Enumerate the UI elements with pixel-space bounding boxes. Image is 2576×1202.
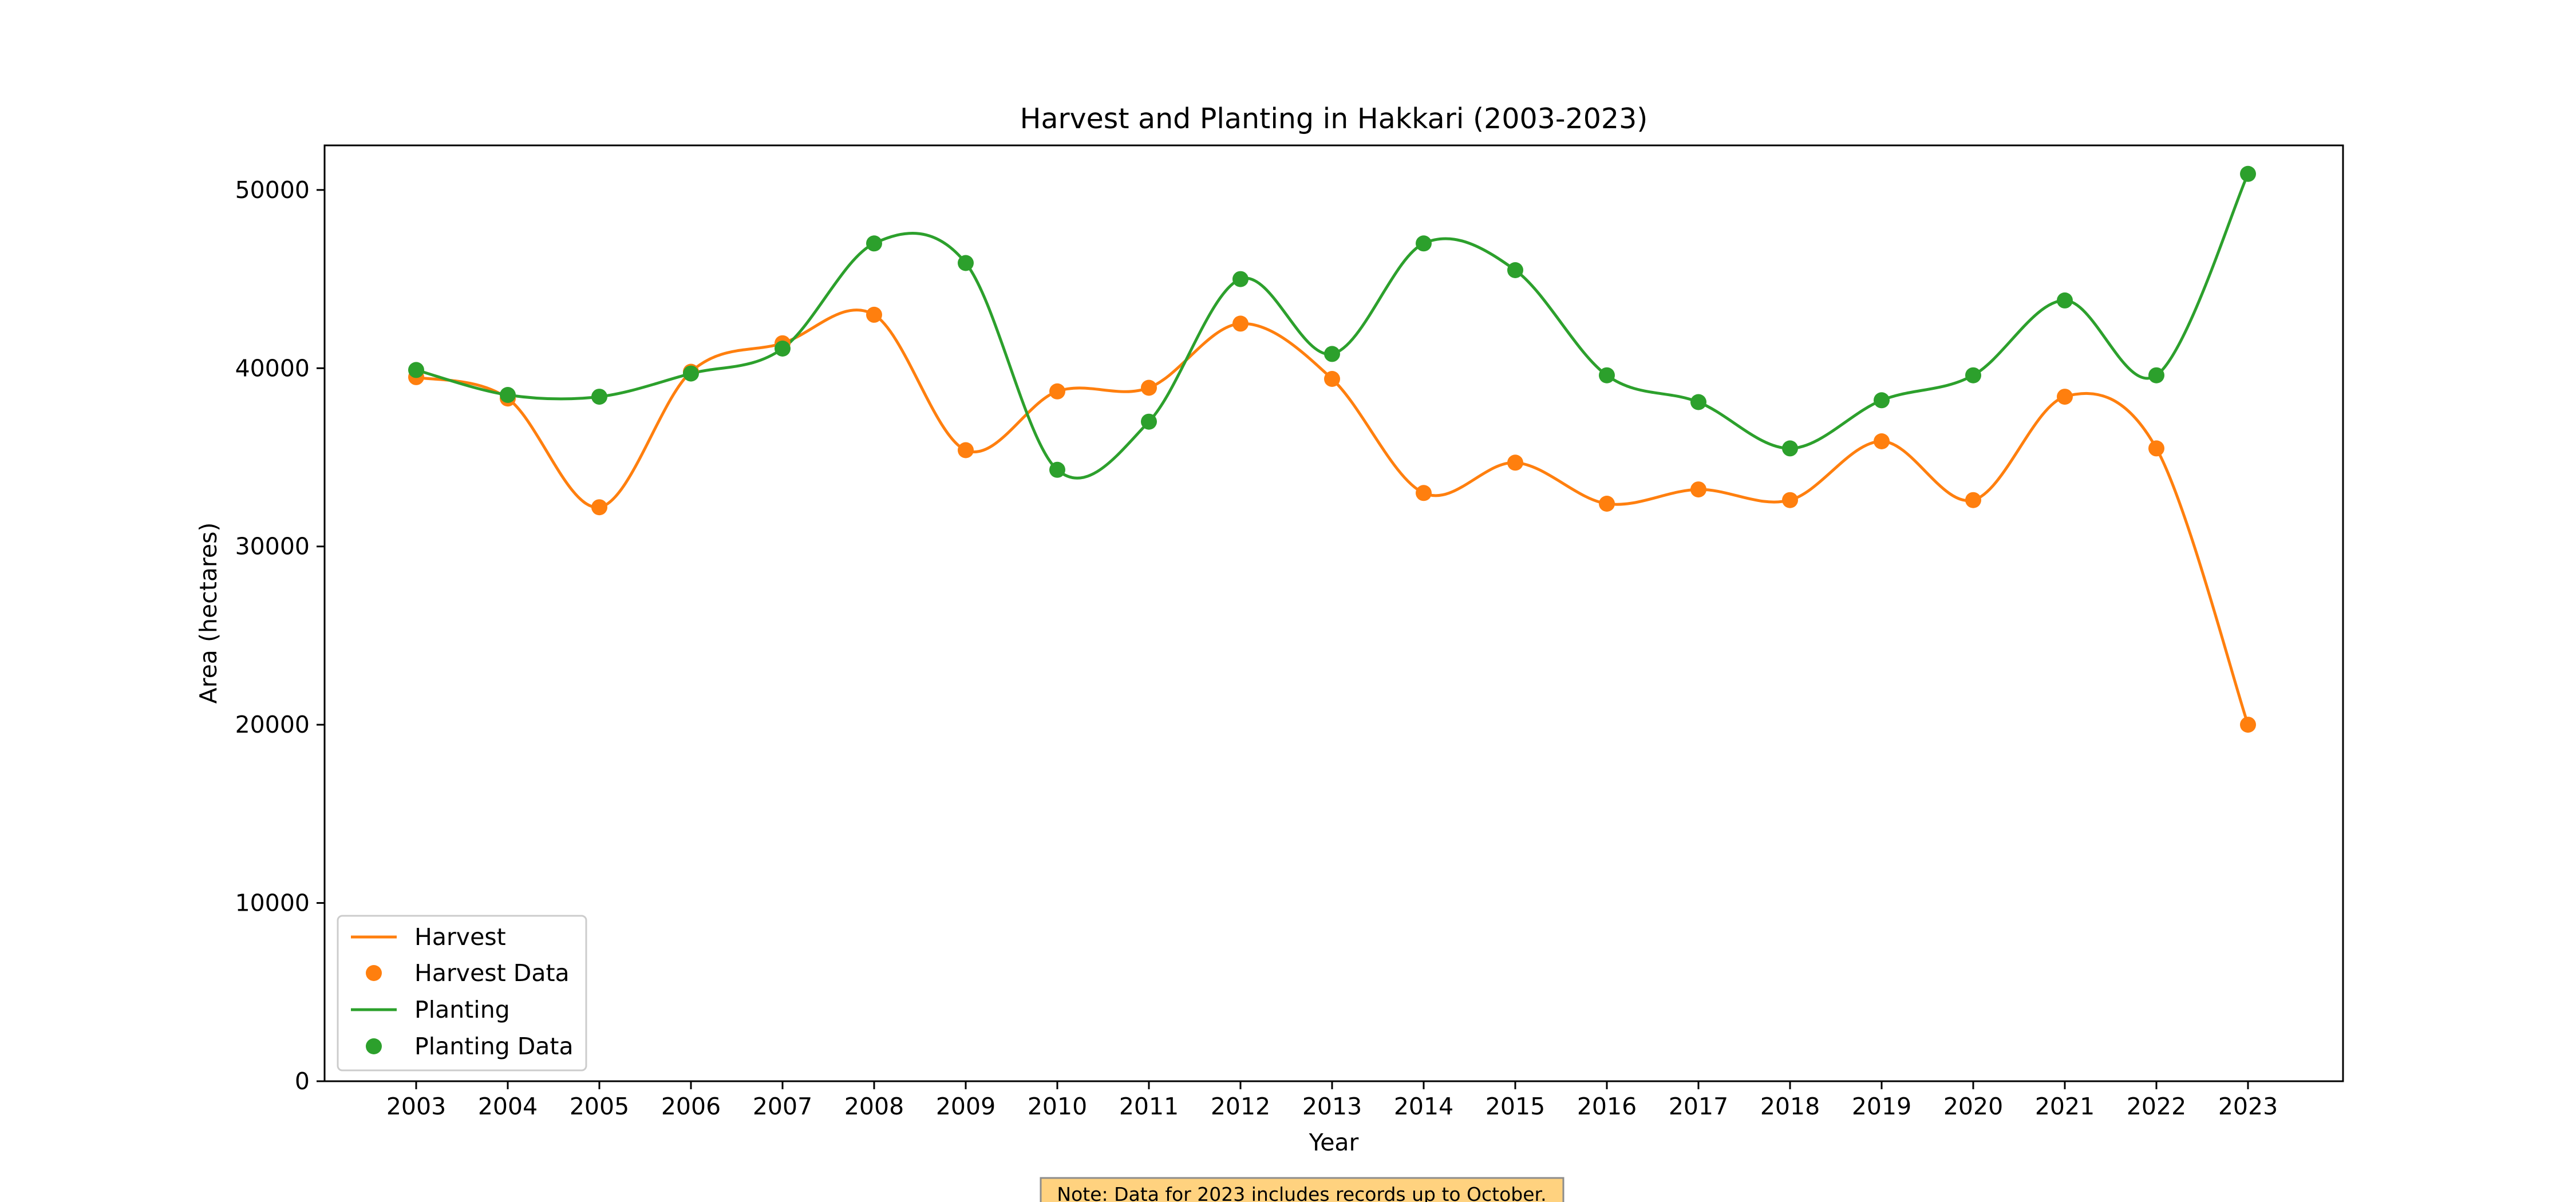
harvest-data-point — [1141, 379, 1157, 396]
legend-box — [337, 915, 587, 1071]
y-tick-label: 20000 — [235, 711, 310, 738]
harvest-data-point — [958, 442, 974, 458]
series-lines — [414, 172, 2250, 726]
y-tick-label: 10000 — [235, 889, 310, 917]
x-tick-label: 2010 — [1028, 1093, 1087, 1120]
planting-data-point — [408, 362, 424, 378]
harvest-data-point — [1416, 485, 1432, 501]
planting-data-point — [1416, 235, 1432, 252]
planting-data-point — [1507, 262, 1523, 278]
legend-planting-data-label: Planting Data — [414, 1033, 574, 1060]
planting-data-point — [1965, 367, 1981, 383]
harvest-data-point — [1690, 481, 1706, 498]
legend-harvest-marker-swatch — [366, 965, 382, 981]
y-tick-label: 0 — [295, 1067, 310, 1095]
harvest-data-point — [1782, 492, 1798, 508]
x-tick-label: 2016 — [1577, 1093, 1637, 1120]
x-tick-label: 2020 — [1943, 1093, 2003, 1120]
legend-planting-marker-swatch — [366, 1038, 382, 1054]
y-tick-label: 30000 — [235, 533, 310, 560]
x-tick-label: 2018 — [1760, 1093, 1820, 1120]
plot-area: 2003 2004 2005 2006 2007 2008 2009 2010 2011 2012… — [235, 144, 2344, 1120]
harvest-data-point — [1507, 454, 1523, 471]
x-axis: 2003 2004 2005 2006 2007 2008 2009 2010 2011 2012… — [386, 1081, 2278, 1120]
harvest-data-point — [2240, 717, 2256, 733]
planting-data-point — [1690, 394, 1706, 410]
planting-data-point — [1049, 461, 1065, 478]
legend-planting-label: Planting — [414, 996, 510, 1023]
planting-data-point — [2240, 165, 2256, 182]
planting-data-point — [1782, 440, 1798, 457]
legend-harvest-label: Harvest — [414, 923, 506, 951]
planting-data-point — [591, 389, 607, 405]
y-axis: 0 10000 20000 30000 40000 50000 — [235, 176, 325, 1095]
harvest-data-point — [866, 306, 882, 323]
note-box — [1040, 1177, 1564, 1202]
y-tick-label: 40000 — [235, 354, 310, 382]
y-tick-label: 50000 — [235, 176, 310, 204]
x-tick-label: 2005 — [570, 1093, 629, 1120]
harvest-data-point — [2148, 440, 2164, 457]
note-text: Note: Data for 2023 includes records up … — [1057, 1183, 1546, 1202]
harvest-data-point — [1324, 371, 1340, 387]
legend-harvest-data-label: Harvest Data — [414, 959, 570, 987]
planting-data-point — [775, 341, 791, 357]
harvest-data-point — [591, 499, 607, 516]
planting-data-point — [1141, 413, 1157, 430]
x-tick-label: 2007 — [753, 1093, 812, 1120]
x-tick-label: 2017 — [1669, 1093, 1728, 1120]
x-axis-label: Year — [1309, 1129, 1359, 1156]
note: Note: Data for 2023 includes records up … — [1040, 1177, 1564, 1202]
planting-data-point — [2057, 292, 2073, 309]
x-tick-label: 2006 — [661, 1093, 721, 1120]
harvest-data-point — [1049, 383, 1065, 400]
x-tick-label: 2019 — [1852, 1093, 1911, 1120]
chart-title: Harvest and Planting in Hakkari (2003-20… — [1020, 102, 1648, 135]
x-tick-label: 2003 — [386, 1093, 446, 1120]
planting-data-point — [958, 255, 974, 271]
harvest-data-point — [1232, 315, 1249, 332]
harvest-data-point — [1599, 496, 1615, 512]
planting-line — [414, 172, 2250, 480]
x-tick-label: 2021 — [2035, 1093, 2095, 1120]
x-tick-label: 2022 — [2127, 1093, 2186, 1120]
planting-data-point — [1324, 346, 1340, 362]
planting-data-point — [1874, 392, 1890, 409]
harvest-data-point — [1965, 492, 1981, 508]
x-tick-label: 2012 — [1211, 1093, 1270, 1120]
harvest-data-point — [1874, 433, 1890, 449]
planting-data-point — [1232, 271, 1249, 287]
x-tick-label: 2011 — [1119, 1093, 1179, 1120]
x-tick-label: 2004 — [478, 1093, 538, 1120]
x-tick-label: 2014 — [1394, 1093, 1453, 1120]
planting-data-point — [866, 235, 882, 252]
planting-data-point — [683, 365, 699, 382]
x-tick-label: 2013 — [1302, 1093, 1362, 1120]
planting-data-point — [500, 387, 516, 403]
y-axis-label: Area (hectares) — [195, 523, 222, 704]
harvest-data-point — [2057, 389, 2073, 405]
legend: Harvest Harvest Data Planting Planting D… — [337, 915, 587, 1071]
x-tick-label: 2023 — [2218, 1093, 2278, 1120]
x-tick-label: 2009 — [936, 1093, 995, 1120]
series-points — [408, 165, 2256, 733]
plot-frame — [323, 144, 2344, 1082]
x-tick-label: 2008 — [844, 1093, 904, 1120]
planting-data-point — [2148, 367, 2164, 383]
planting-data-point — [1599, 367, 1615, 383]
x-tick-label: 2015 — [1485, 1093, 1545, 1120]
